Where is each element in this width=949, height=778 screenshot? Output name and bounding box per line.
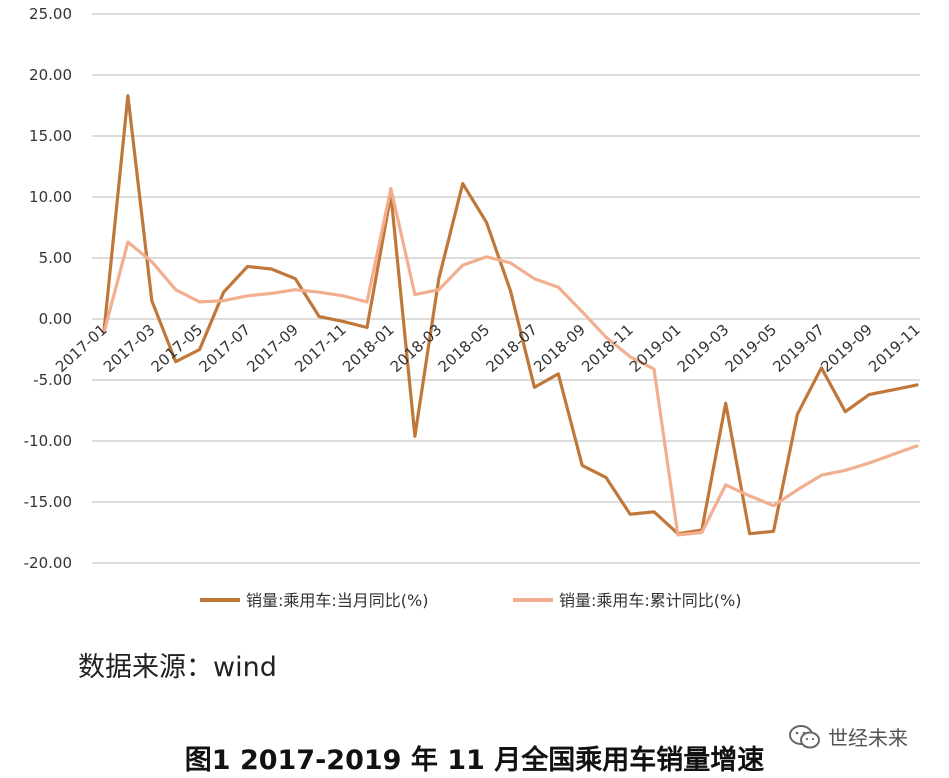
- x-tick-label: 2017-03: [100, 321, 159, 376]
- wechat-icon: [789, 724, 820, 748]
- legend: 销量:乘用车:当月同比(%) 销量:乘用车:累计同比(%): [200, 591, 741, 610]
- x-tick-label: 2017-05: [148, 321, 207, 376]
- x-tick-label: 2018-01: [339, 321, 398, 376]
- x-tick-label: 2019-11: [865, 321, 924, 376]
- x-tick-label: 2017-09: [243, 321, 302, 376]
- y-tick-label: -10.00: [24, 432, 72, 450]
- x-tick-label: 2019-01: [626, 321, 685, 376]
- y-tick-label: 20.00: [29, 66, 72, 84]
- y-tick-label: -20.00: [24, 554, 72, 572]
- series-line-1: [102, 94, 919, 536]
- x-tick-label: 2017-07: [196, 321, 255, 376]
- x-tick-label: 2017-11: [291, 321, 350, 376]
- y-tick-label: 10.00: [29, 188, 72, 206]
- x-tick-label: 2017-01: [52, 321, 111, 376]
- x-tick-label: 2019-05: [722, 321, 781, 376]
- x-tick-label: 2019-03: [674, 321, 733, 376]
- x-axis-tick-labels: 2017-012017-032017-052017-072017-092017-…: [52, 321, 924, 376]
- line-chart: 25.00 20.00 15.00 10.00 5.00 0.00 -5.00 -10.00 -…: [24, 5, 924, 610]
- source-note: 数据来源：wind: [78, 652, 277, 683]
- watermark: 世经未来: [788, 722, 908, 751]
- y-tick-label: 0.00: [39, 310, 72, 328]
- x-tick-label: 2018-11: [578, 321, 637, 376]
- x-tick-label: 2018-07: [482, 321, 541, 376]
- series-lines: [102, 94, 919, 537]
- figure-caption: 图1 2017-2019 年 11 月全国乘用车销量增速: [184, 745, 765, 776]
- x-tick-label: 2018-03: [387, 321, 446, 376]
- gridlines: [92, 13, 920, 564]
- legend-label-2: 销量:乘用车:累计同比(%): [559, 591, 741, 610]
- y-tick-label: 15.00: [29, 127, 72, 145]
- y-tick-label: 25.00: [29, 5, 72, 23]
- series-line-2: [102, 186, 919, 537]
- x-tick-label: 2018-05: [435, 321, 494, 376]
- y-axis-tick-labels: 25.00 20.00 15.00 10.00 5.00 0.00 -5.00 -10.00 -…: [24, 5, 72, 572]
- x-tick-label: 2019-09: [817, 321, 876, 376]
- watermark-text: 世经未来: [828, 726, 908, 750]
- x-tick-label: 2018-09: [530, 321, 589, 376]
- legend-label-1: 销量:乘用车:当月同比(%): [246, 591, 428, 610]
- y-tick-label: -5.00: [33, 371, 72, 389]
- x-tick-label: 2019-07: [769, 321, 828, 376]
- y-tick-label: -15.00: [24, 493, 72, 511]
- y-tick-label: 5.00: [39, 249, 72, 267]
